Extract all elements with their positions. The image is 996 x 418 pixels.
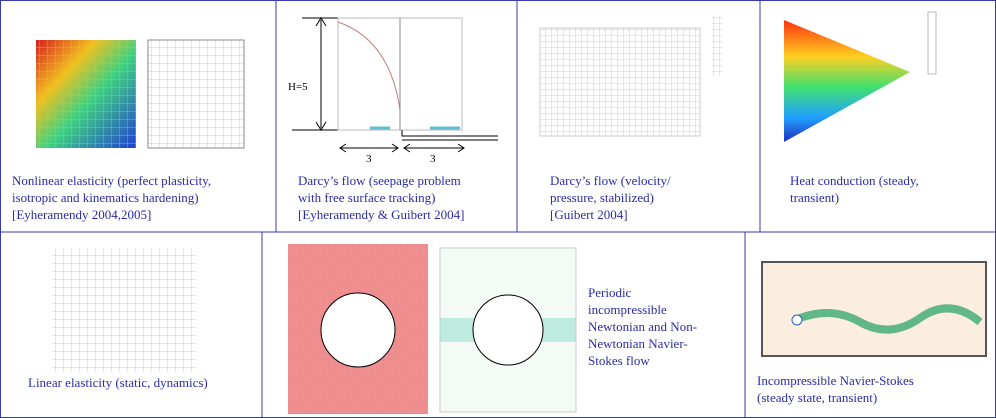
- caption-line: Newtonian Navier-: [588, 335, 697, 352]
- caption-line: Periodic: [588, 284, 697, 301]
- caption-line: Linear elasticity (static, dynamics): [28, 374, 208, 391]
- color-scale: [928, 12, 936, 74]
- caption-line: Nonlinear elasticity (perfect plasticity…: [12, 172, 211, 189]
- width-label: 3: [430, 153, 436, 165]
- seepage-sketch: [292, 18, 498, 152]
- caption-line: incompressible: [588, 301, 697, 318]
- caption-line: Incompressible Navier-Stokes: [757, 372, 914, 389]
- height-label: H=5: [288, 81, 308, 93]
- caption-line: [Eyheramendy 2004,2005]: [12, 206, 211, 223]
- caption-line: pressure, stabilized): [550, 189, 671, 206]
- caption-line: transient): [790, 189, 919, 206]
- darcy-velocity-field: [540, 28, 700, 136]
- caption-line: Heat conduction (steady,: [790, 172, 919, 189]
- caption-line: [Eyheramendy & Guibert 2004]: [298, 206, 464, 223]
- caption: Heat conduction (steady,transient): [790, 172, 919, 206]
- caption: Nonlinear elasticity (perfect plasticity…: [12, 172, 211, 223]
- cylinder: [792, 315, 802, 325]
- caption-line: Darcy’s flow (velocity/: [550, 172, 671, 189]
- caption: Darcy’s flow (velocity/pressure, stabili…: [550, 172, 671, 223]
- caption-line: (steady state, transient): [757, 389, 914, 406]
- elasticity-mesh: [52, 248, 196, 372]
- caption: Linear elasticity (static, dynamics): [28, 374, 208, 391]
- caption: Incompressible Navier-Stokes(steady stat…: [757, 372, 914, 406]
- plasticity-mesh: [148, 40, 244, 148]
- figure-grid: H=5 3 3 Nonlinear elasticity (perfect pl…: [0, 0, 996, 418]
- width-label: 3: [366, 153, 372, 165]
- heat-field: [784, 20, 910, 142]
- caption-line: with free surface tracking): [298, 189, 464, 206]
- plasticity-mesh-overlay: [36, 40, 136, 148]
- caption-line: Newtonian and Non-: [588, 318, 697, 335]
- caption-line: Stokes flow: [588, 352, 697, 369]
- cylinder: [473, 295, 543, 365]
- caption-line: Darcy’s flow (seepage problem: [298, 172, 464, 189]
- cylinder: [321, 293, 395, 367]
- color-scale: [712, 16, 722, 76]
- caption-line: isotropic and kinematics hardening): [12, 189, 211, 206]
- caption-line: [Guibert 2004]: [550, 206, 671, 223]
